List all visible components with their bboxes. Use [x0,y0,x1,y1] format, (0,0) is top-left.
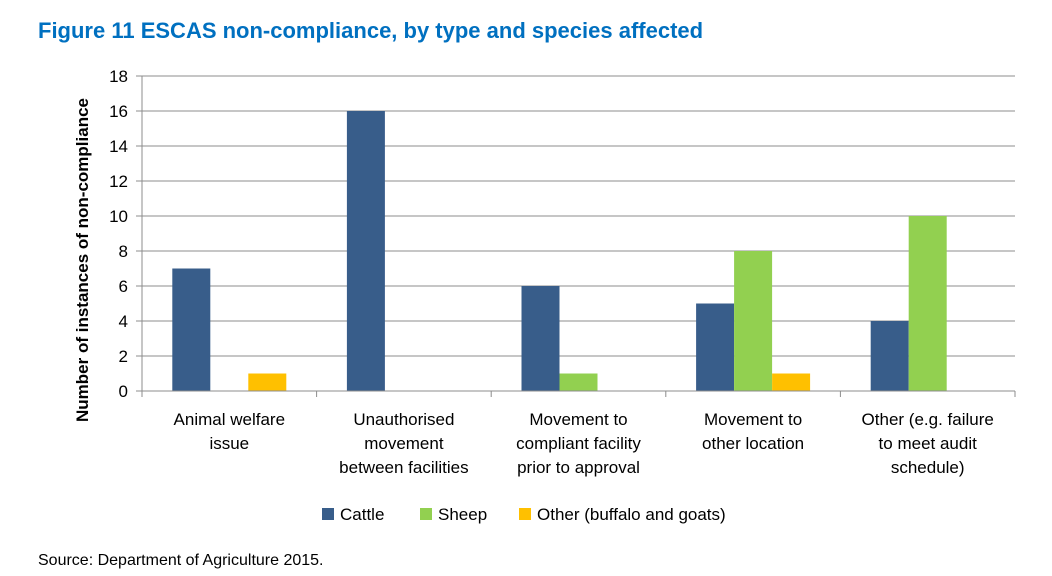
x-category-label: Unauthorised [353,410,454,429]
y-tick-label: 0 [119,382,128,401]
bar-other [248,373,287,391]
x-category-label: other location [702,434,804,453]
y-tick-label: 8 [119,242,128,261]
bar-sheep [908,216,947,391]
y-tick-label: 10 [109,207,128,226]
x-category-label: movement [364,434,444,453]
y-tick-labels: 0 2 4 6 8 10 12 14 16 18 [109,67,128,401]
legend-swatch [420,508,432,520]
source-note: Source: Department of Agriculture 2015. [38,552,324,569]
x-category-label: schedule) [891,458,965,477]
y-tick-label: 18 [109,67,128,86]
bar-cattle [172,268,211,391]
x-category-label: Movement to [704,410,802,429]
x-category-label: issue [209,434,249,453]
legend-label: Other (buffalo and goats) [537,505,726,524]
x-category-label: Animal welfare [174,410,286,429]
legend-label: Sheep [438,505,487,524]
y-tick-label: 4 [119,312,128,331]
x-category-label: between facilities [339,458,468,477]
bar-cattle [346,111,385,391]
y-tick-label: 6 [119,277,128,296]
x-category-labels: Animal welfare issue Unauthorised movement b… [174,410,994,477]
legend-label: Cattle [340,505,384,524]
bar-cattle [521,286,560,391]
axes [141,76,1016,397]
bar-sheep [559,373,598,391]
gridlines [136,75,1015,392]
chart: 0 2 4 6 8 10 12 14 16 18 Animal welfare issue Unaut… [73,67,1016,524]
bar-cattle [870,321,909,391]
x-category-label: to meet audit [879,434,978,453]
x-category-label: compliant facility [516,434,641,453]
legend: Cattle Sheep Other (buffalo and goats) [322,505,726,524]
x-category-label: Other (e.g. failure [862,410,994,429]
legend-swatch [519,508,531,520]
y-axis-label: Number of instances of non-compliance [73,98,92,422]
figure-title: Figure 11 ESCAS non-compliance, by type … [38,18,704,43]
x-category-label: Movement to [529,410,627,429]
x-category-label: prior to approval [517,458,640,477]
y-tick-label: 16 [109,102,128,121]
bar-sheep [734,251,773,391]
bars [172,111,947,391]
bar-other [772,373,811,391]
y-tick-label: 12 [109,172,128,191]
y-tick-label: 14 [109,137,128,156]
y-tick-label: 2 [119,347,128,366]
bar-cattle [696,303,735,391]
legend-swatch [322,508,334,520]
